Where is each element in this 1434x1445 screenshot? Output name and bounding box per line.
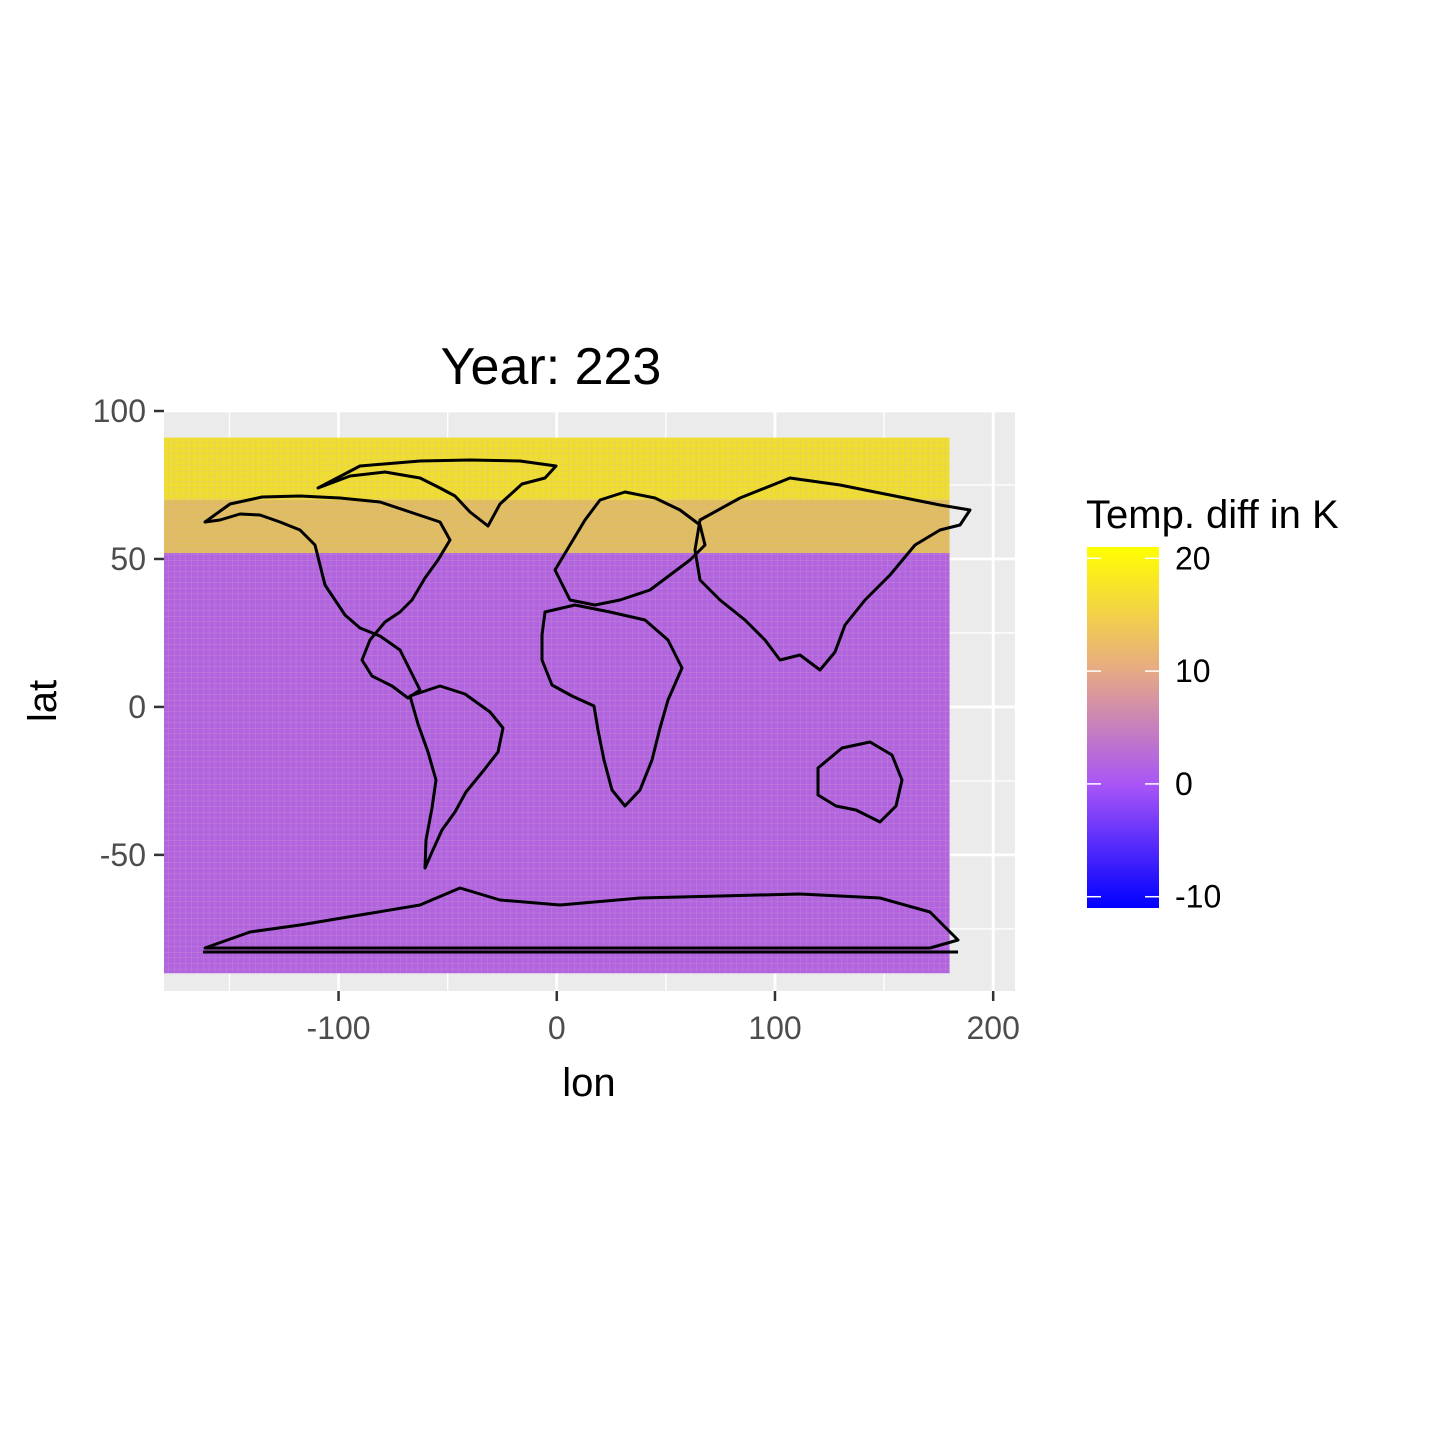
plot-title: Year: 223: [441, 338, 662, 396]
heatmap-cell-grid: [164, 437, 950, 974]
legend-tick-label: -10: [1175, 879, 1221, 915]
y-tick-label: -50: [100, 837, 146, 873]
legend-title: Temp. diff in K: [1086, 493, 1339, 537]
greenland-outline: [316, 458, 558, 528]
x-tick-label: -100: [307, 1010, 371, 1046]
heatmap-layer: [164, 437, 950, 974]
x-tick-label: 100: [748, 1010, 801, 1046]
legend-ticks: 20 10 0 -10: [1087, 540, 1221, 915]
y-tick-label: 100: [93, 393, 146, 429]
legend-tick-label: 10: [1175, 653, 1211, 689]
y-axis-ticks: -50 0 50 100: [93, 393, 164, 873]
north-america-outline: [203, 494, 452, 700]
y-axis-title: lat: [21, 680, 65, 722]
x-tick-label: 0: [548, 1010, 566, 1046]
asia-outline: [693, 476, 972, 672]
color-legend: Temp. diff in K 20 10 0 -10: [1086, 493, 1339, 915]
europe-outline: [553, 490, 707, 607]
africa-outline: [540, 603, 684, 808]
x-tick-label: 200: [966, 1010, 1019, 1046]
south-america-outline: [408, 684, 505, 870]
x-axis-title: lon: [562, 1061, 615, 1105]
legend-tick-label: 20: [1175, 540, 1211, 576]
australia-outline: [816, 740, 904, 824]
y-tick-label: 50: [110, 541, 146, 577]
world-map-outlines: [203, 458, 972, 954]
legend-tick-label: 0: [1175, 766, 1193, 802]
antarctica-outline: [203, 886, 960, 950]
legend-colorbar: [1087, 547, 1159, 908]
y-tick-label: 0: [128, 689, 146, 725]
x-axis-ticks: -100 0 100 200: [307, 991, 1020, 1046]
